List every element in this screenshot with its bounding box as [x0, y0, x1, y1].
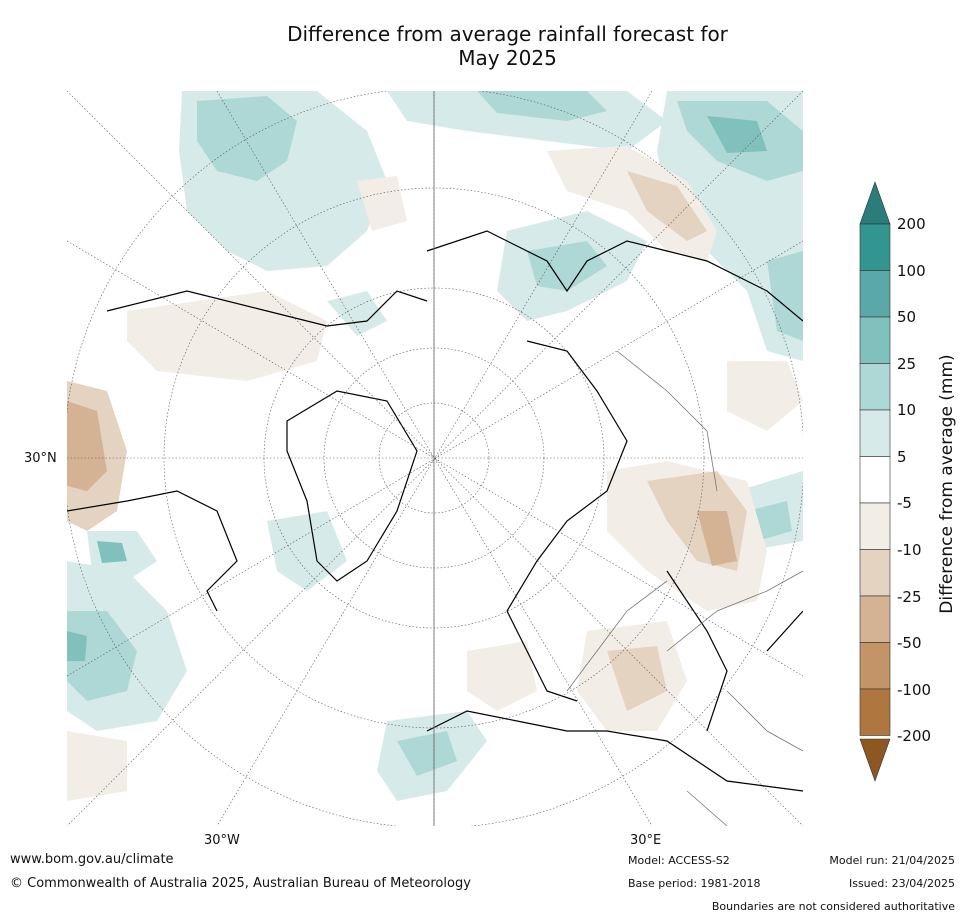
lon-label-30w: 30°W [204, 833, 240, 848]
colorbar-tick-10: 10 [897, 401, 917, 419]
map-title: Difference from average rainfall forecas… [180, 22, 835, 70]
colorbar-tick-m10: -10 [897, 541, 922, 559]
colorbar-title: Difference from average (mm) [937, 354, 957, 614]
rainfall-map-canvas [67, 91, 803, 826]
colorbar-tick-200: 200 [897, 215, 926, 233]
colorbar-swatches [859, 181, 891, 782]
colorbar-tick-m50: -50 [897, 634, 922, 652]
colorbar-tick-5: 5 [897, 448, 907, 466]
colorbar-tick-25: 25 [897, 355, 917, 373]
website-link[interactable]: www.bom.gov.au/climate [10, 852, 174, 867]
map-title-line-1: Difference from average rainfall forecas… [287, 22, 728, 46]
colorbar [850, 180, 910, 785]
wet-anomaly-regions [67, 91, 803, 801]
rainfall-map [67, 91, 803, 826]
map-title-line-2: May 2025 [458, 46, 557, 70]
lat-label-30n: 30°N [24, 451, 57, 466]
lon-label-30e: 30°E [630, 833, 662, 848]
colorbar-tick-m200: -200 [897, 727, 932, 745]
base-period-text: Base period: 1981-2018 [628, 877, 761, 890]
copyright-text: © Commonwealth of Australia 2025, Austra… [10, 876, 471, 891]
colorbar-tick-m25: -25 [897, 588, 922, 606]
model-text: Model: ACCESS-S2 [628, 854, 730, 867]
colorbar-tick-m100: -100 [897, 681, 932, 699]
dry-anomaly-regions [67, 146, 803, 801]
issued-text: Issued: 23/04/2025 [848, 877, 955, 890]
country-boundaries [566, 350, 803, 826]
colorbar-tick-50: 50 [897, 308, 917, 326]
boundaries-disclaimer: Boundaries are not considered authoritat… [711, 900, 955, 913]
colorbar-tick-m5: -5 [897, 494, 912, 512]
colorbar-tick-100: 100 [897, 262, 926, 280]
model-run-text: Model run: 21/04/2025 [829, 854, 955, 867]
